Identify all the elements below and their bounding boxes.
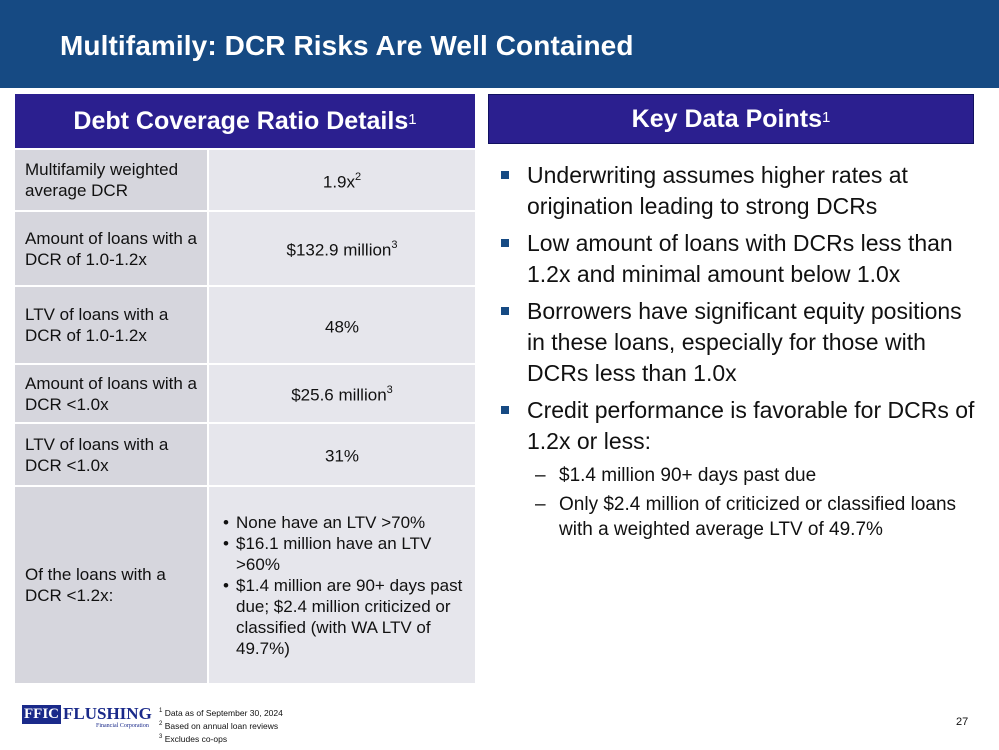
logo-subtitle: Financial Corporation — [96, 723, 149, 729]
dcr-details-table: Multifamily weighted average DCR 1.9x2 A… — [15, 148, 475, 683]
list-item: Low amount of loans with DCRs less than … — [500, 228, 980, 290]
dcr-details-heading: Debt Coverage Ratio Details 1 — [15, 94, 475, 148]
row-label: LTV of loans with a DCR <1.0x — [15, 422, 209, 486]
footnote-number: 2 — [159, 720, 163, 727]
row-value: 48% — [208, 285, 475, 364]
row-value: 31% — [208, 422, 475, 486]
row-label: Amount of loans with a DCR of 1.0-1.2x — [15, 210, 209, 286]
sub-bullet-text: Only $2.4 million of criticized or class… — [559, 494, 957, 540]
bullet-text: Borrowers have significant equity positi… — [527, 298, 962, 386]
key-data-points-heading-text: Key Data Points — [631, 104, 822, 133]
footnote-text: Data as of September 30, 2024 — [164, 707, 283, 718]
bullet-text: Underwriting assumes higher rates at ori… — [527, 162, 908, 219]
key-data-points-list: Underwriting assumes higher rates at ori… — [500, 160, 980, 548]
footnote: 3 Excludes co-ops — [159, 732, 283, 745]
row-value: None have an LTV >70% $16.1 million have… — [208, 485, 475, 683]
row-value: 1.9x2 — [208, 148, 475, 211]
row-value-footnote: 3 — [386, 384, 393, 397]
table-row: Amount of loans with a DCR <1.0x $25.6 m… — [15, 363, 475, 423]
row-value-text: 48% — [324, 317, 360, 337]
row-value-text: $25.6 million — [291, 385, 387, 405]
footnote-text: Excludes co-ops — [164, 733, 228, 744]
dcr-details-heading-footnote: 1 — [408, 110, 417, 128]
footnotes: 1 Data as of September 30, 2024 2 Based … — [159, 706, 283, 744]
footnote-text: Based on annual loan reviews — [164, 720, 279, 731]
bullet-text: Credit performance is favorable for DCRs… — [527, 397, 975, 454]
table-row: LTV of loans with a DCR <1.0x 31% — [15, 422, 475, 486]
row-value-footnote: 3 — [391, 239, 398, 252]
bullet-text: Low amount of loans with DCRs less than … — [527, 230, 953, 287]
dash-bullet-icon: – — [535, 465, 546, 486]
footnote: 2 Based on annual loan reviews — [159, 719, 283, 732]
list-item: $16.1 million have an LTV >60% — [223, 533, 465, 575]
table-row: Of the loans with a DCR <1.2x: None have… — [15, 485, 475, 683]
sub-list-item: – Only $2.4 million of criticized or cla… — [527, 492, 980, 542]
dash-bullet-icon: – — [535, 494, 546, 515]
square-bullet-icon — [501, 239, 509, 247]
row-value: $25.6 million3 — [208, 363, 475, 423]
list-item: Underwriting assumes higher rates at ori… — [500, 160, 980, 222]
dcr-loan-facts-list: None have an LTV >70% $16.1 million have… — [223, 512, 465, 659]
row-label: Of the loans with a DCR <1.2x: — [15, 485, 209, 683]
table-row: Multifamily weighted average DCR 1.9x2 — [15, 148, 475, 211]
sub-bullet-text: $1.4 million 90+ days past due — [559, 465, 817, 486]
row-value-footnote: 2 — [355, 170, 362, 183]
logo-ffic-mark: FFIC — [22, 705, 61, 724]
sub-list-item: – $1.4 million 90+ days past due — [527, 463, 980, 488]
list-item: Credit performance is favorable for DCRs… — [500, 395, 980, 542]
list-item: None have an LTV >70% — [223, 512, 465, 533]
ffic-flushing-logo: FFIC FLUSHING Financial Corporation — [22, 705, 156, 731]
row-label: LTV of loans with a DCR of 1.0-1.2x — [15, 285, 209, 364]
title-bar: Multifamily: DCR Risks Are Well Containe… — [0, 0, 999, 88]
row-value-text: 31% — [324, 446, 360, 466]
square-bullet-icon — [501, 171, 509, 179]
list-item: Borrowers have significant equity positi… — [500, 296, 980, 389]
row-value-text: 1.9x — [322, 172, 355, 192]
dcr-details-heading-text: Debt Coverage Ratio Details — [73, 106, 409, 135]
footnote-number: 3 — [159, 733, 163, 740]
page-number: 27 — [956, 716, 969, 728]
logo-wordmark: FLUSHING — [63, 704, 152, 723]
row-label: Amount of loans with a DCR <1.0x — [15, 363, 209, 423]
row-value-text: $132.9 million — [286, 240, 392, 260]
credit-performance-sub-list: – $1.4 million 90+ days past due – Only … — [527, 463, 980, 542]
footnote: 1 Data as of September 30, 2024 — [159, 706, 283, 719]
key-data-points-heading-footnote: 1 — [822, 108, 831, 126]
row-value: $132.9 million3 — [208, 210, 475, 286]
row-label: Multifamily weighted average DCR — [15, 148, 209, 211]
list-item: $1.4 million are 90+ days past due; $2.4… — [223, 575, 465, 659]
table-row: Amount of loans with a DCR of 1.0-1.2x $… — [15, 210, 475, 286]
square-bullet-icon — [501, 406, 509, 414]
table-row: LTV of loans with a DCR of 1.0-1.2x 48% — [15, 285, 475, 364]
slide-title: Multifamily: DCR Risks Are Well Containe… — [60, 30, 634, 61]
key-data-points-heading: Key Data Points 1 — [488, 94, 974, 144]
square-bullet-icon — [501, 307, 509, 315]
footnote-number: 1 — [159, 708, 163, 714]
